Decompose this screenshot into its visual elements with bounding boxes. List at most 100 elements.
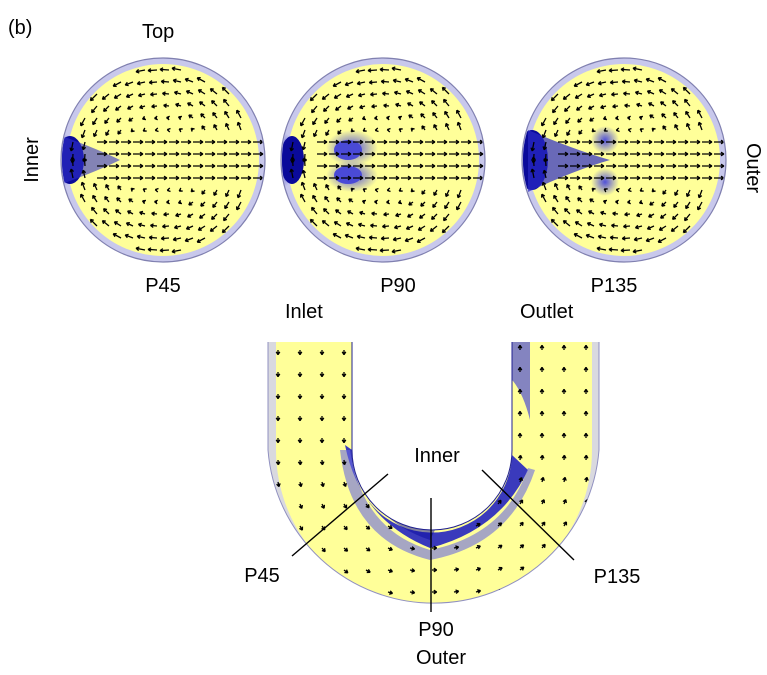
velocity-vector (341, 372, 347, 378)
velocity-vector (130, 187, 135, 192)
velocity-vector (319, 372, 325, 378)
velocity-vector (365, 163, 376, 169)
velocity-vector (321, 219, 330, 227)
velocity-vector (70, 156, 75, 167)
velocity-vector (565, 195, 571, 203)
velocity-vector (409, 546, 416, 551)
velocity-vector (128, 117, 134, 122)
velocity-vector (621, 236, 631, 241)
velocity-vector (497, 522, 503, 527)
velocity-vector (608, 68, 619, 73)
velocity-vector (169, 175, 180, 181)
velocity-vector (638, 199, 644, 205)
velocity-vector (639, 128, 644, 133)
velocity-vector (416, 76, 426, 83)
velocity-vector (420, 113, 426, 119)
velocity-vector (416, 237, 426, 244)
velocity-vector (461, 151, 472, 157)
velocity-vector (359, 104, 366, 110)
velocity-vector (181, 175, 192, 181)
velocity-vector (365, 139, 376, 145)
velocity-vector (337, 185, 342, 191)
velocity-vector (475, 544, 481, 550)
velocity-vector (150, 92, 158, 97)
velocity-vector (212, 111, 218, 119)
velocity-vector (109, 163, 120, 169)
velocity-vector (154, 187, 159, 193)
velocity-vector (539, 366, 545, 372)
velocity-vector (329, 163, 340, 169)
velocity-vectors-p90 (289, 66, 484, 254)
velocity-vector (125, 221, 134, 227)
velocity-vector (404, 77, 414, 83)
velocity-vector (389, 175, 400, 181)
velocity-vector (374, 115, 378, 121)
velocity-vector (367, 247, 378, 252)
velocity-vector (151, 103, 158, 109)
velocity-vector (81, 169, 87, 179)
velocity-vector (275, 438, 281, 444)
velocity-vector (612, 103, 619, 109)
velocity-vector (624, 103, 631, 109)
velocity-vector (636, 212, 643, 218)
velocity-vector (570, 175, 581, 181)
velocity-vector (104, 195, 110, 203)
velocity-vector (558, 175, 569, 181)
velocity-vector (561, 366, 567, 372)
velocity-vector (551, 206, 559, 215)
velocity-vector (197, 225, 206, 231)
velocity-vector (196, 237, 206, 244)
velocity-vector (393, 224, 402, 230)
velocity-vector (673, 111, 679, 119)
velocity-vector (367, 68, 378, 73)
velocity-vector (125, 93, 134, 99)
inner-side-label: Inner (21, 137, 43, 183)
velocity-vector (584, 476, 589, 483)
velocity-vector (322, 207, 330, 215)
velocity-vector (166, 127, 171, 133)
velocity-vector (540, 117, 547, 127)
velocity-vector (575, 105, 583, 111)
velocity-vector (627, 199, 631, 205)
velocity-vector (690, 139, 701, 145)
velocity-vector (389, 163, 400, 169)
velocity-vector (224, 110, 230, 119)
velocity-vector (356, 234, 366, 240)
velocity-vector (702, 175, 713, 181)
velocity-vector (433, 124, 438, 131)
velocity-vector (449, 139, 460, 145)
velocity-vector (696, 109, 703, 119)
velocity-vector (353, 151, 364, 157)
velocity-vector (302, 157, 307, 167)
velocity-vector (615, 115, 619, 121)
velocity-vector (518, 476, 523, 483)
velocity-vector (380, 79, 390, 84)
velocity-vector (397, 115, 403, 121)
velocity-vector (541, 181, 547, 191)
velocity-vector (157, 151, 168, 157)
velocity-vector (702, 139, 713, 145)
velocity-vector (651, 127, 656, 132)
velocity-vector (475, 567, 482, 572)
velocity-vector (606, 175, 617, 181)
velocity-vector (444, 201, 450, 210)
velocity-vector (141, 115, 147, 121)
velocity-vector (618, 151, 629, 157)
velocity-vector (213, 124, 218, 131)
velocity-vector (341, 459, 347, 466)
velocity-vector (309, 93, 318, 102)
velocity-vector (241, 163, 252, 169)
velocity-vector (623, 91, 631, 96)
velocity-vector (241, 139, 252, 145)
velocity-vector (541, 543, 546, 549)
velocity-vector (332, 81, 342, 88)
velocity-vector (377, 151, 388, 157)
velocity-vector (297, 350, 303, 356)
velocity-vector (169, 139, 180, 145)
velocity-vector (359, 210, 366, 216)
velocity-vector (673, 201, 679, 209)
velocity-vector (377, 175, 388, 181)
velocity-vector (92, 117, 98, 126)
velocity-vector (561, 388, 567, 394)
velocity-vector (685, 201, 691, 210)
